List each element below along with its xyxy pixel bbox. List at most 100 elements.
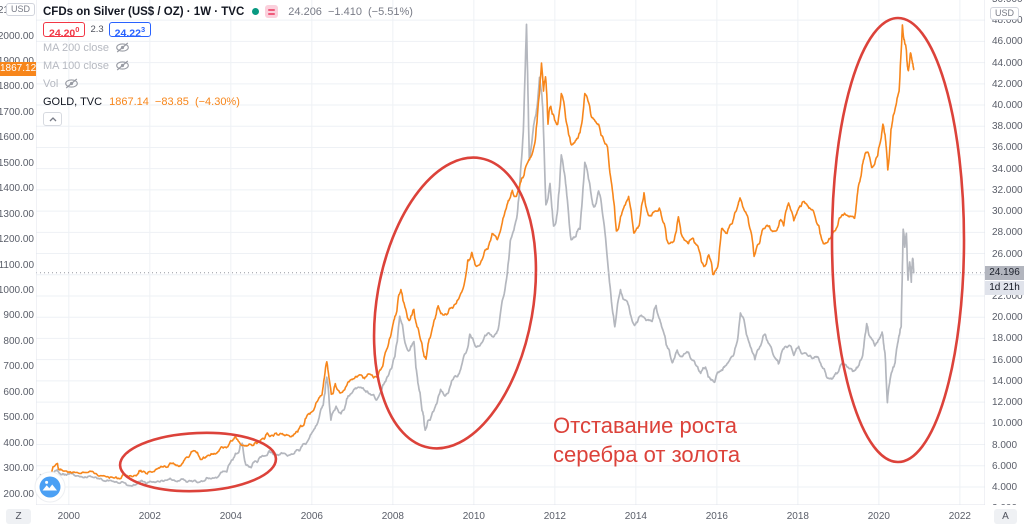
quote-change-pct: (−5.51%) (368, 5, 413, 18)
right-axis-tick-label: 14.000 (992, 375, 1023, 387)
left-axis-tick-label: 1100.00 (0, 259, 34, 271)
annotation-line2: серебра от золота (553, 442, 741, 467)
right-axis-tick-label: 8.000 (992, 439, 1018, 451)
right-axis-tick-label: 16.000 (992, 354, 1023, 366)
buy-button[interactable]: 24.223 (108, 22, 152, 40)
right-axis-tick-label: 30.000 (992, 206, 1023, 218)
right-axis-tick-label: 46.000 (992, 36, 1023, 48)
right-axis-tick-label: 6.000 (992, 460, 1018, 472)
left-axis-tick-label: 900.00 (3, 310, 34, 322)
indicator-row-vol: Vol (43, 76, 416, 91)
legend-collapse-button[interactable] (43, 112, 62, 126)
left-axis-tick-label: 1500.00 (0, 157, 34, 169)
auto-scale-button[interactable]: A (994, 509, 1017, 524)
left-axis-tick-label: 200.00 (3, 488, 34, 500)
spread-value: 2.3 (90, 24, 104, 35)
timezone-button[interactable]: Z (6, 509, 31, 524)
time-axis-year-label: 2004 (219, 511, 242, 522)
silver-last-price-badge: 24.196 (985, 265, 1024, 280)
right-axis-tick-label: 40.000 (992, 100, 1023, 112)
left-axis-tick-label: 1300.00 (0, 208, 34, 220)
left-axis-tick-label: 2000.00 (0, 30, 34, 42)
compare-symbol-row: GOLD, TVC 1867.14 −83.85 (−4.30%) (43, 94, 416, 109)
annotation-line1: Отставание роста (553, 413, 738, 438)
right-axis-tick-label: 22.000 (992, 290, 1023, 302)
time-axis-year-label: 2014 (624, 511, 647, 522)
ma200-label: MA 200 close (43, 41, 110, 54)
time-axis-year-label: 2020 (867, 511, 890, 522)
buy-sup-digit: 3 (140, 25, 146, 34)
left-axis-tick-label: 1700.00 (0, 106, 34, 118)
right-axis-tick-label: 18.000 (992, 333, 1023, 345)
sell-button[interactable]: 24.200 (43, 22, 86, 40)
right-axis-tick-label: 12.000 (992, 397, 1023, 409)
symbol-title[interactable]: CFDs on Silver (US$ / OZ) · 1W · TVC (43, 5, 245, 18)
quote-last: 24.206 (288, 5, 322, 18)
right-axis-tick-label: 44.000 (992, 57, 1023, 69)
time-axis-year-label: 2018 (786, 511, 809, 522)
time-axis-year-label: 2022 (948, 511, 971, 522)
sell-sup-digit: 0 (75, 25, 80, 34)
annotation-ellipse[interactable] (353, 145, 558, 462)
silver-price-line[interactable] (39, 23, 915, 487)
bar-countdown-badge: 1d 21h (985, 280, 1024, 295)
eye-hidden-icon[interactable] (115, 42, 130, 53)
chart-legend: CFDs on Silver (US$ / OZ) · 1W · TVC 24.… (43, 4, 416, 126)
left-price-axis[interactable]: 200.00 300.00 400.00 500.00 600.00 700.00 800.… (0, 0, 36, 528)
right-axis-tick-label: 26.000 (992, 248, 1023, 260)
symbol-quote: 24.206 −1.410 (−5.51%) (288, 6, 416, 18)
left-axis-tick-label: 400.00 (3, 437, 34, 449)
buy-sell-row: 24.200 2.3 24.223 (43, 22, 416, 40)
indicator-row-ma200: MA 200 close (43, 40, 416, 55)
gold-change-pct: (−4.30%) (194, 95, 240, 108)
gold-quote: 1867.14 −83.85 (−4.30%) (109, 96, 243, 108)
time-axis-year-label: 2008 (381, 511, 404, 522)
right-price-axis[interactable]: 2.0004.0006.0008.00010.00012.00014.00016… (985, 0, 1024, 528)
gold-last-price-badge: 1867.12 (0, 62, 36, 77)
eye-hidden-icon[interactable] (115, 60, 130, 71)
time-axis[interactable]: Z 2000 2002 2004 2006 2008 2010 2012 2014 2016 20… (0, 505, 1024, 528)
right-axis-tick-label: 28.000 (992, 227, 1023, 239)
right-axis-tick-label: 48.000 (992, 15, 1023, 27)
left-axis-tick-label: 1600.00 (0, 132, 34, 144)
time-axis-year-label: 2016 (705, 511, 728, 522)
left-axis-tick-label: 800.00 (3, 335, 34, 347)
left-axis-tick-label: 1400.00 (0, 183, 34, 195)
market-open-icon[interactable] (252, 8, 260, 15)
time-axis-year-label: 2006 (300, 511, 323, 522)
ma100-label: MA 100 close (43, 59, 110, 72)
right-axis-tick-label: 42.000 (992, 78, 1023, 90)
right-axis-tick-label: 50.000 (992, 0, 1023, 5)
annotation-ellipse[interactable] (118, 430, 278, 495)
right-axis-tick-label: 36.000 (992, 142, 1023, 154)
right-axis-unit-button[interactable]: USD (990, 7, 1020, 20)
right-axis-tick-label: 38.000 (992, 121, 1023, 133)
vol-label: Vol (43, 77, 59, 90)
eye-hidden-icon[interactable] (64, 78, 79, 89)
notifications-icon[interactable] (265, 5, 279, 18)
time-axis-year-label: 2012 (543, 511, 566, 522)
left-axis-tick-label: 500.00 (3, 412, 34, 424)
quote-change: −1.410 (328, 5, 362, 18)
left-axis-tick-label: 300.00 (3, 463, 34, 475)
chevron-up-icon (49, 116, 56, 121)
gold-price-line[interactable] (39, 24, 915, 481)
right-axis-tick-label: 10.000 (992, 418, 1023, 430)
gold-change: −83.85 (154, 95, 189, 108)
time-axis-year-label: 2000 (57, 511, 80, 522)
left-axis-tick-label: 600.00 (3, 386, 34, 398)
left-axis-unit-button[interactable]: USD (6, 3, 36, 16)
tradingview-logo-icon[interactable] (34, 471, 66, 503)
right-axis-tick-label: 4.000 (992, 481, 1018, 493)
time-axis-year-label: 2002 (138, 511, 161, 522)
right-axis-tick-label: 20.000 (992, 312, 1023, 324)
annotation-text[interactable]: Отставание роста серебра от золота (553, 411, 740, 469)
left-axis-tick-label: 1000.00 (0, 285, 34, 297)
indicator-row-ma100: MA 100 close (43, 58, 416, 73)
annotation-ellipse[interactable] (830, 16, 966, 464)
time-axis-year-label: 2010 (462, 511, 485, 522)
left-axis-tick-label: 1900.00 (0, 56, 34, 67)
gold-symbol-label[interactable]: GOLD, TVC (43, 95, 103, 108)
left-axis-tick-label: 700.00 (3, 361, 34, 373)
